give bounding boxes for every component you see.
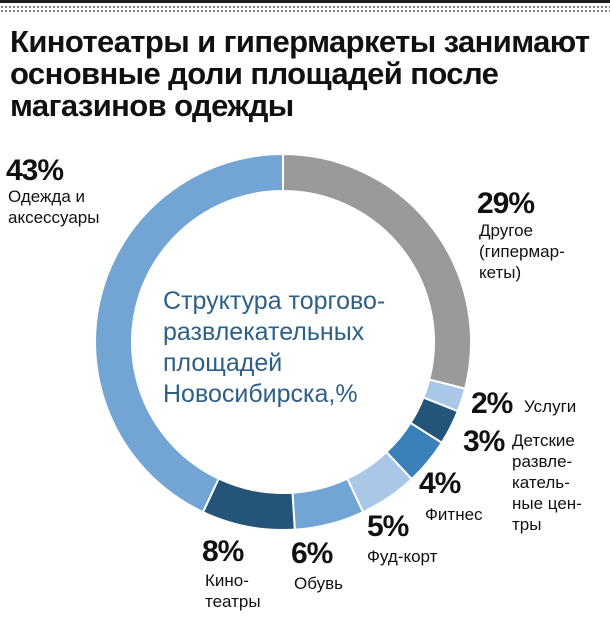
category-label-кинотеатры: Кино-театры bbox=[205, 571, 261, 611]
category-label-услуги: Услуги bbox=[524, 397, 576, 416]
category-label-обувь: Обувь bbox=[294, 574, 343, 593]
pct-label-другое-гипермаркеты: 29% bbox=[477, 187, 534, 220]
pct-label-услуги: 2% bbox=[471, 387, 513, 420]
chart-title: Кинотеатры и гипермаркеты занимают основ… bbox=[10, 24, 590, 123]
category-label-детские-развлекательные-центры: Детские развле-катель-ные цен-тры bbox=[512, 431, 582, 534]
category-label-фитнес: Фитнес bbox=[425, 505, 483, 524]
pct-label-фитнес: 4% bbox=[419, 467, 461, 500]
donut-slices bbox=[94, 152, 472, 531]
top-rule-dots bbox=[0, 5, 610, 13]
pct-label-фуд-корт: 5% bbox=[367, 510, 409, 543]
center-caption: Структура торгово-развлекательных площаде… bbox=[163, 287, 385, 408]
slice-одежда-и-аксессуары bbox=[94, 152, 284, 514]
pct-label-обувь: 6% bbox=[291, 537, 333, 570]
category-label-фуд-корт: Фуд-корт bbox=[367, 547, 438, 566]
category-label-одежда-и-аксессуары: Одежда и аксессуары bbox=[8, 187, 99, 227]
category-label-другое-гипермаркеты: Другое (гипермар-кеты) bbox=[479, 221, 565, 282]
top-rule bbox=[0, 0, 610, 16]
top-rule-bar bbox=[0, 0, 610, 3]
center-text: Структура торгово-развлекательных площаде… bbox=[163, 287, 385, 408]
pct-label-кинотеатры: 8% bbox=[202, 535, 244, 568]
pct-label-одежда-и-аксессуары: 43% bbox=[6, 154, 63, 187]
slice-кинотеатры bbox=[201, 477, 296, 531]
pct-label-детские-развлекательные-центры: 3% bbox=[463, 425, 505, 458]
slice-labels: 29%Другое (гипермар-кеты) 2% Услуги 3% Детски… bbox=[6, 154, 582, 611]
slice-другое-гипермаркеты bbox=[282, 152, 472, 390]
